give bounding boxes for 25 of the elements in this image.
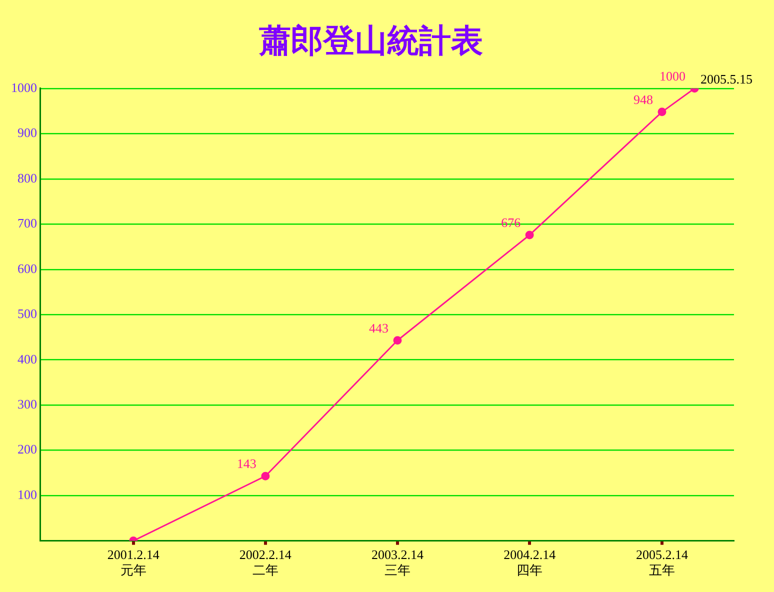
y-tick-label: 400 (18, 351, 37, 366)
y-tick-label: 900 (18, 125, 37, 140)
data-label: 948 (633, 92, 653, 107)
y-tick-label: 700 (18, 216, 37, 231)
y-tick-label: 200 (18, 442, 37, 457)
point (393, 336, 402, 345)
point (658, 108, 666, 116)
point (261, 472, 270, 480)
point (525, 230, 534, 240)
data-label: 443 (368, 320, 388, 336)
y-tick-label: 500 (18, 306, 37, 322)
data-label: 1000 (660, 68, 686, 84)
x-tick-label: 2001.2.14 元年 (107, 547, 160, 578)
data-label: 143 (236, 456, 256, 472)
y-tick-label: 300 (18, 396, 37, 412)
y-tick-label: 1000 (11, 80, 37, 95)
y-tick-label: 100 (18, 486, 37, 502)
chart-title: 蕭郎登山統計表 (258, 22, 483, 58)
x-tick-label: 2004.2.14 四年 (504, 547, 556, 578)
x-tick-label: 2003.2.14 三年 (371, 547, 424, 578)
x-tick-label: 2005.2.14 五年 (636, 547, 688, 578)
annotation: 2005.5.15 (700, 71, 753, 86)
y-tick-label: 600 (18, 260, 37, 276)
x-tick-label: 2002.2.14 二年 (239, 547, 292, 578)
y-tick-label: 800 (18, 170, 37, 186)
